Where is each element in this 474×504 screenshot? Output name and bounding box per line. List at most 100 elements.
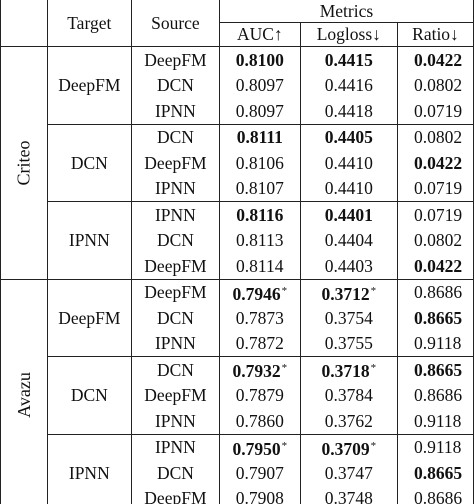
source-model-cell: IPNN	[130, 408, 220, 434]
target-model-cell: DeepFM	[46, 278, 132, 357]
ratio-cell-value: 0.0719	[413, 178, 463, 199]
ratio-cell-value: 0.8686	[413, 282, 463, 303]
ratio-cell: 0.8686	[396, 382, 474, 408]
source-model-cell: IPNN	[130, 330, 220, 357]
auc-cell-value: 0.7950	[232, 438, 281, 459]
auc-cell-value: 0.8100	[235, 49, 284, 70]
logloss-cell-value: 0.3709	[321, 438, 370, 459]
table-body: Criteo DeepFM DeepFM 0.8100 0.4415 0.0422 DCN 0…	[0, 46, 474, 504]
table-row: DeepFM 0.7879 0.3784 0.8686	[1, 382, 474, 408]
auc-cell: 0.7860	[218, 408, 301, 434]
auc-cell: 0.8107	[218, 175, 301, 202]
table-row: DeepFM 0.8106 0.4410 0.0422	[1, 150, 474, 176]
ratio-cell-value: 0.0802	[413, 127, 463, 148]
ratio-cell-value: 0.9118	[413, 333, 462, 354]
table-row: IPNN 0.8097 0.4418 0.0719	[1, 98, 474, 124]
auc-cell: 0.7879	[218, 382, 301, 408]
auc-cell: 0.8097	[218, 72, 301, 98]
ratio-cell: 0.8686	[396, 278, 474, 305]
source-header: Source	[130, 0, 220, 47]
ratio-cell-value: 0.0422	[413, 152, 463, 173]
auc-cell: 0.8100	[218, 46, 301, 73]
auc-cell: 0.8114	[218, 253, 301, 279]
table-row: IPNN IPNN 0.8116 0.4401 0.0719	[1, 201, 474, 280]
auc-cell-value: 0.8107	[235, 178, 284, 199]
table-row: DCN 0.8113 0.4404 0.0802	[1, 227, 474, 253]
target-header: Target	[46, 0, 132, 47]
table-header: Target Source Metrics AUC↑ Logloss↓ Rati…	[0, 0, 474, 47]
auc-header: AUC↑	[218, 22, 301, 47]
source-model-cell: IPNN	[130, 201, 220, 228]
dataset-label: Criteo	[13, 140, 34, 186]
source-model-cell: DeepFM	[130, 278, 220, 305]
ratio-cell: 0.9118	[396, 408, 474, 434]
logloss-cell-value: 0.4403	[324, 255, 373, 276]
ratio-cell-value: 0.8686	[413, 385, 463, 406]
logloss-cell: 0.4410	[299, 175, 398, 202]
auc-cell: 0.7946*	[218, 278, 301, 305]
auc-cell: 0.8097	[218, 98, 301, 124]
source-model-cell: DCN	[130, 356, 220, 383]
auc-cell: 0.8116	[218, 201, 301, 228]
logloss-cell: 0.4404	[299, 227, 398, 253]
logloss-cell-value: 0.4405	[324, 127, 373, 148]
dataset-label-cell: Avazu	[0, 278, 48, 504]
table-row: DCN 0.8097 0.4416 0.0802	[1, 72, 474, 98]
ratio-cell-value: 0.8665	[413, 359, 463, 380]
logloss-cell: 0.4418	[299, 98, 398, 124]
ratio-cell-value: 0.8665	[413, 307, 463, 328]
ratio-cell: 0.0802	[396, 123, 474, 150]
logloss-cell-value: 0.4404	[324, 230, 373, 251]
significance-star: *	[281, 362, 288, 375]
ratio-cell: 0.8665	[396, 356, 474, 383]
ratio-cell: 0.0422	[396, 253, 474, 279]
auc-cell-value: 0.8106	[235, 152, 284, 173]
dataset-header-cell	[0, 0, 48, 47]
auc-cell: 0.8106	[218, 150, 301, 176]
auc-cell-value: 0.7908	[235, 488, 284, 504]
logloss-header: Logloss↓	[299, 22, 398, 47]
auc-cell-value: 0.8097	[235, 100, 284, 121]
table-row: Avazu DeepFM DeepFM 0.7946* 0.3712* 0.8686	[0, 278, 474, 504]
auc-cell: 0.7950*	[218, 433, 301, 460]
logloss-cell-value: 0.3748	[324, 488, 373, 504]
source-model-cell: DCN	[130, 123, 220, 150]
table-row: DeepFM 0.7908 0.3748 0.8686	[1, 485, 474, 504]
ratio-cell: 0.8665	[396, 305, 474, 331]
dataset-label-cell: Criteo	[0, 46, 48, 280]
source-model-cell: DeepFM	[130, 485, 220, 504]
auc-cell: 0.8113	[218, 227, 301, 253]
logloss-cell: 0.3754	[299, 305, 398, 331]
logloss-cell: 0.4415	[299, 46, 398, 73]
ratio-cell: 0.0802	[396, 72, 474, 98]
auc-cell-value: 0.8114	[236, 255, 284, 276]
logloss-cell-value: 0.3718	[321, 361, 370, 382]
ratio-cell-value: 0.8686	[413, 488, 463, 504]
table-row: IPNN 0.7872 0.3755 0.9118	[1, 330, 474, 357]
logloss-cell-value: 0.3755	[324, 333, 373, 354]
logloss-cell: 0.3747	[299, 460, 398, 486]
auc-cell: 0.7873	[218, 305, 301, 331]
ratio-cell-value: 0.0719	[413, 204, 463, 225]
ratio-cell-value: 0.0422	[413, 49, 463, 70]
table-row: DCN 0.7907 0.3747 0.8665	[1, 460, 474, 486]
ratio-cell-value: 0.0802	[413, 75, 463, 96]
significance-star: *	[370, 439, 377, 452]
ratio-cell: 0.0719	[396, 201, 474, 228]
logloss-cell: 0.3718*	[299, 356, 398, 383]
auc-cell: 0.7907	[218, 460, 301, 486]
auc-cell-value: 0.7872	[235, 333, 284, 354]
target-model-cell: IPNN	[46, 201, 132, 280]
significance-star: *	[370, 284, 377, 297]
source-model-cell: DeepFM	[130, 46, 220, 73]
ratio-cell: 0.0719	[396, 98, 474, 124]
table-row: IPNN 0.8107 0.4410 0.0719	[1, 175, 474, 202]
auc-cell: 0.8111	[218, 123, 301, 150]
auc-cell-value: 0.7932	[232, 361, 281, 382]
target-model-cell: DeepFM	[46, 46, 132, 125]
ratio-cell-value: 0.0719	[413, 100, 463, 121]
auc-cell-value: 0.8116	[236, 204, 284, 225]
logloss-cell: 0.4405	[299, 123, 398, 150]
ratio-cell-value: 0.0422	[413, 255, 463, 276]
logloss-cell: 0.4410	[299, 150, 398, 176]
